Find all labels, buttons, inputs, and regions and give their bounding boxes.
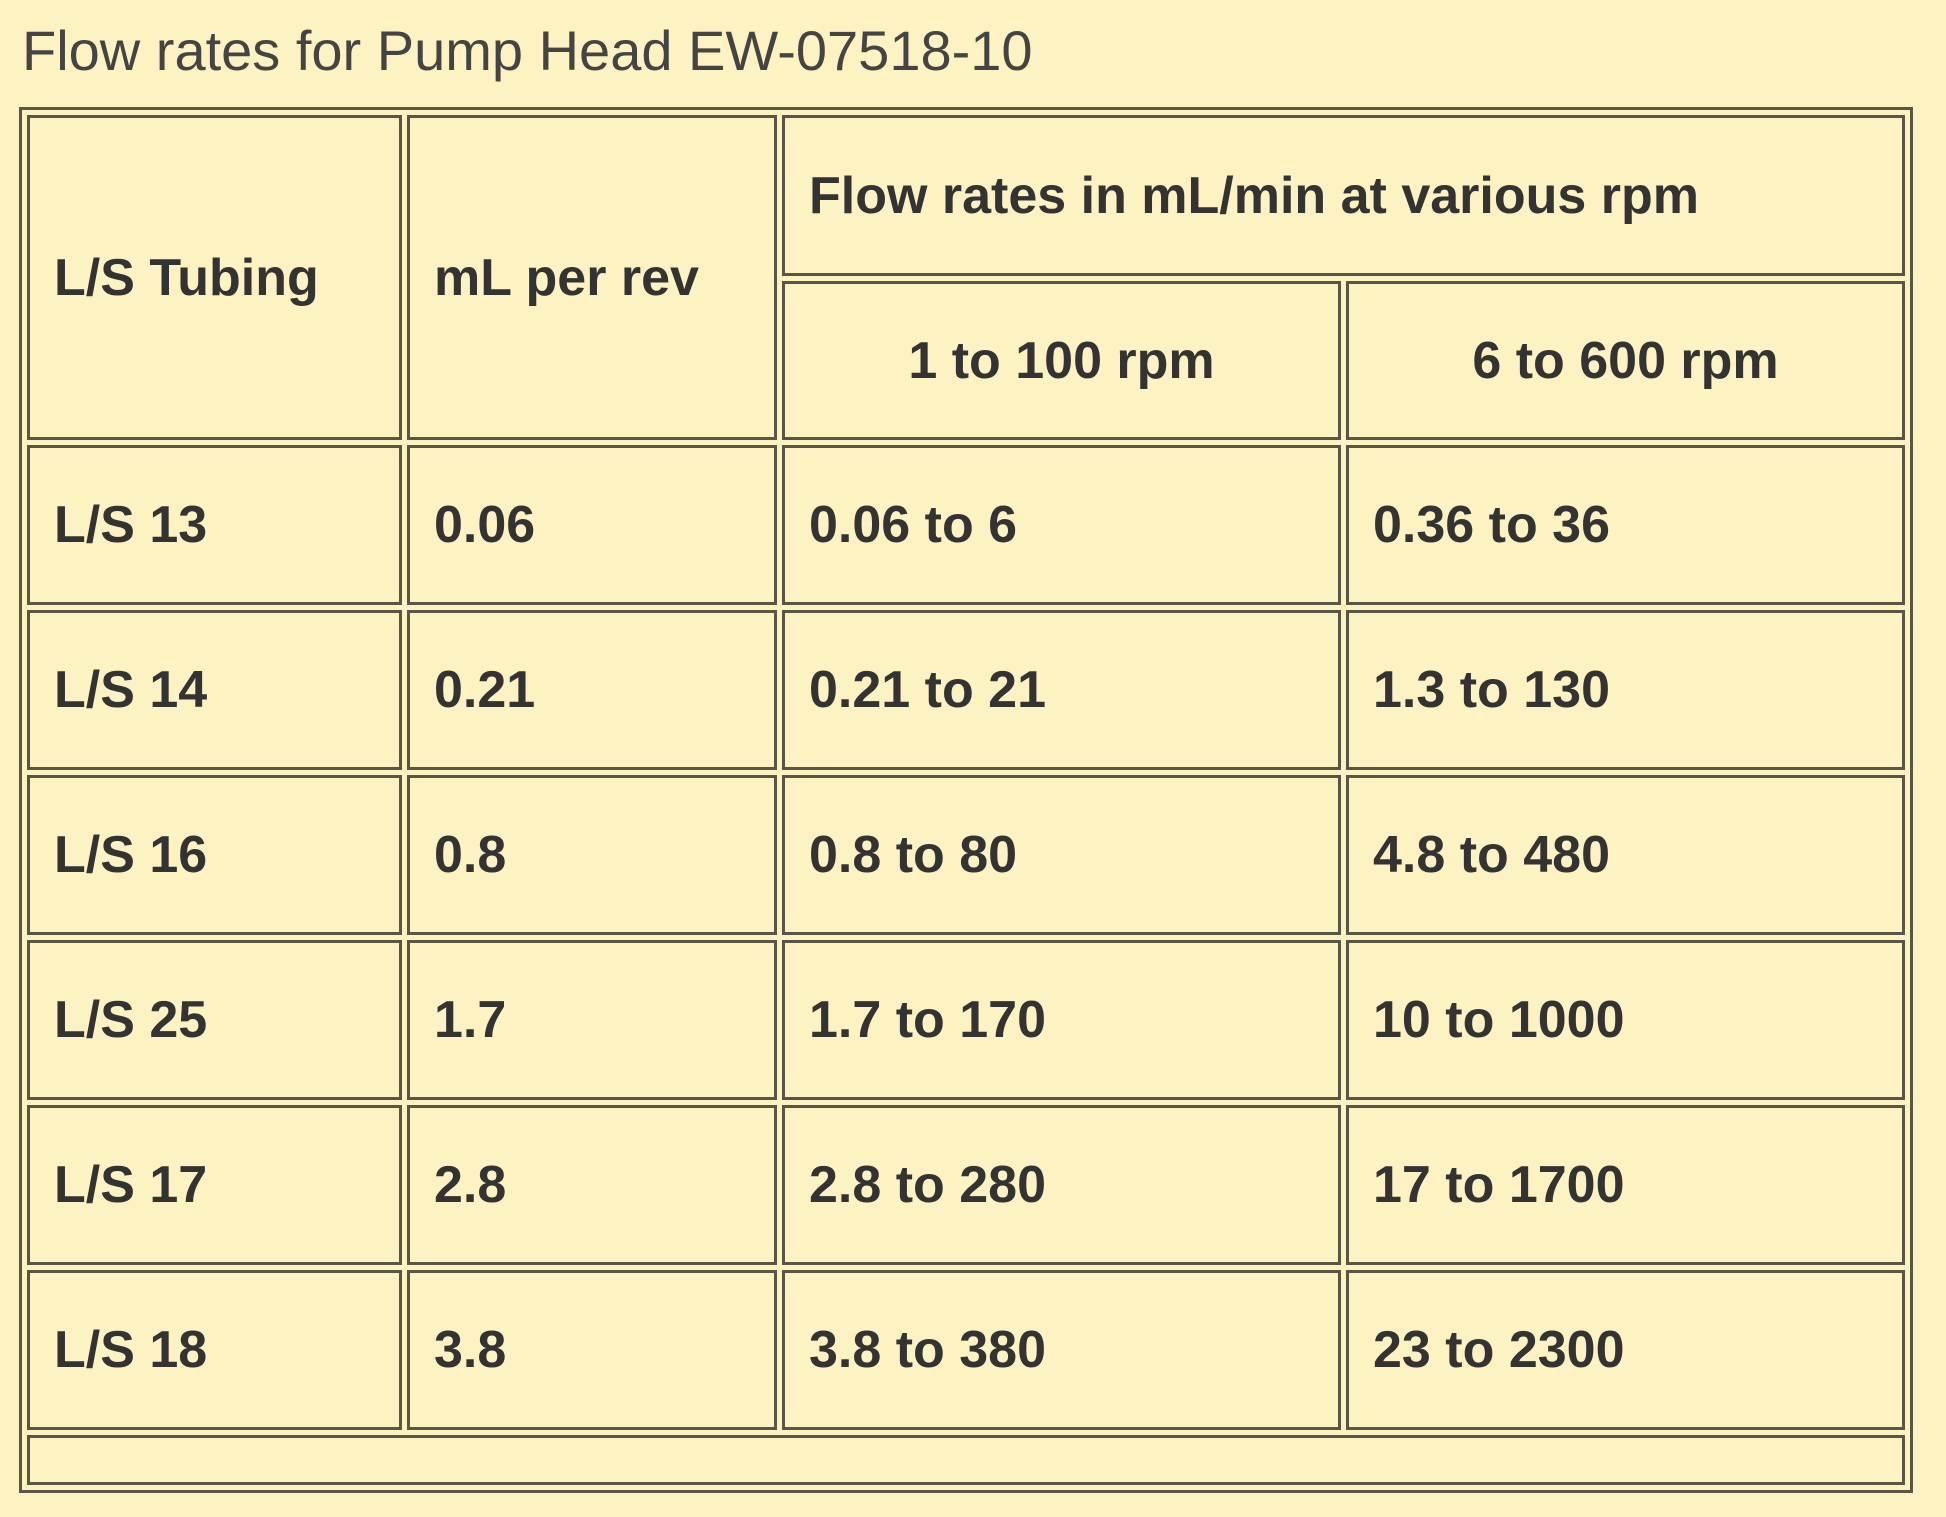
table-row: L/S 13 0.06 0.06 to 6 0.36 to 36 bbox=[27, 445, 1905, 605]
table-cell: 0.8 to 80 bbox=[782, 775, 1341, 935]
table-cell: L/S 13 bbox=[27, 445, 402, 605]
table-cell: 23 to 2300 bbox=[1346, 1270, 1905, 1430]
table-cell: L/S 25 bbox=[27, 940, 402, 1100]
table-row: L/S 25 1.7 1.7 to 170 10 to 1000 bbox=[27, 940, 1905, 1100]
table-cell: 17 to 1700 bbox=[1346, 1105, 1905, 1265]
column-header: mL per rev bbox=[407, 115, 777, 440]
table-cell: L/S 17 bbox=[27, 1105, 402, 1265]
table-cell: 1.3 to 130 bbox=[1346, 610, 1905, 770]
table-cell: 10 to 1000 bbox=[1346, 940, 1905, 1100]
table-cell: L/S 16 bbox=[27, 775, 402, 935]
table-footer bbox=[27, 1435, 1905, 1485]
table-cell: 3.8 bbox=[407, 1270, 777, 1430]
column-header: L/S Tubing bbox=[27, 115, 402, 440]
table-cell: L/S 18 bbox=[27, 1270, 402, 1430]
table-cell: 0.8 bbox=[407, 775, 777, 935]
table-row: L/S 16 0.8 0.8 to 80 4.8 to 480 bbox=[27, 775, 1905, 935]
table-cell: 3.8 to 380 bbox=[782, 1270, 1341, 1430]
subcolumn-header: 1 to 100 rpm bbox=[782, 281, 1341, 440]
table-cell: 4.8 to 480 bbox=[1346, 775, 1905, 935]
subcolumn-header: 6 to 600 rpm bbox=[1346, 281, 1905, 440]
table-row: L/S 17 2.8 2.8 to 280 17 to 1700 bbox=[27, 1105, 1905, 1265]
table-cell: 0.21 to 21 bbox=[782, 610, 1341, 770]
table-cell: 2.8 bbox=[407, 1105, 777, 1265]
table-cell: 0.36 to 36 bbox=[1346, 445, 1905, 605]
table-cell: 0.06 bbox=[407, 445, 777, 605]
group-header: Flow rates in mL/min at various rpm bbox=[782, 115, 1905, 276]
table-row: L/S 14 0.21 0.21 to 21 1.3 to 130 bbox=[27, 610, 1905, 770]
table-cell: 0.06 to 6 bbox=[782, 445, 1341, 605]
flow-table: L/S Tubing mL per rev Flow rates in mL/m… bbox=[19, 107, 1913, 1493]
title: Flow rates for Pump Head EW-07518-10 bbox=[22, 19, 1033, 82]
table-cell: L/S 14 bbox=[27, 610, 402, 770]
table-cell: 0.21 bbox=[407, 610, 777, 770]
table-cell: 1.7 to 170 bbox=[782, 940, 1341, 1100]
table-cell: 2.8 to 280 bbox=[782, 1105, 1341, 1265]
empty-cell bbox=[27, 1435, 1905, 1485]
table-row: L/S 18 3.8 3.8 to 380 23 to 2300 bbox=[27, 1270, 1905, 1430]
table-cell: 1.7 bbox=[407, 940, 777, 1100]
